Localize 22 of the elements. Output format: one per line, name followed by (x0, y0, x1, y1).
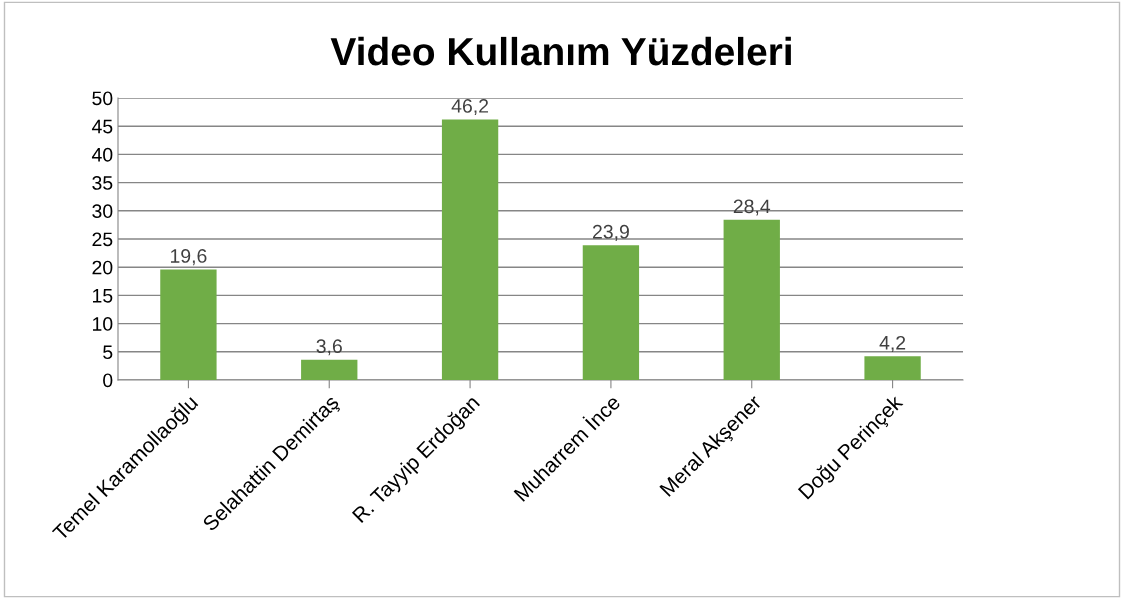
y-tick-label: 50 (92, 91, 113, 106)
y-tick-label: 45 (91, 119, 113, 134)
y-tick-label: 5 (103, 345, 113, 360)
bar (582, 245, 640, 380)
data-label: 23,9 (592, 224, 629, 241)
bar (301, 359, 358, 380)
y-tick-label: 35 (92, 176, 113, 190)
bar (160, 269, 217, 380)
y-tick-label: 10 (93, 317, 113, 331)
chart-title: Video Kullanım Yüzdeleri (330, 36, 791, 66)
data-label: 19,6 (170, 249, 207, 266)
bar (864, 356, 921, 380)
y-tick-label: 20 (92, 260, 113, 275)
data-label: 4,2 (879, 335, 906, 352)
y-tick-label: 15 (93, 289, 113, 303)
y-tick-label: 40 (91, 147, 113, 162)
data-label: 46,2 (451, 99, 489, 116)
bar (441, 119, 499, 380)
y-tick-label: 25 (92, 232, 113, 247)
y-tick-label: 30 (92, 204, 113, 219)
y-tick-label: 0 (103, 373, 113, 388)
bar (723, 219, 780, 380)
